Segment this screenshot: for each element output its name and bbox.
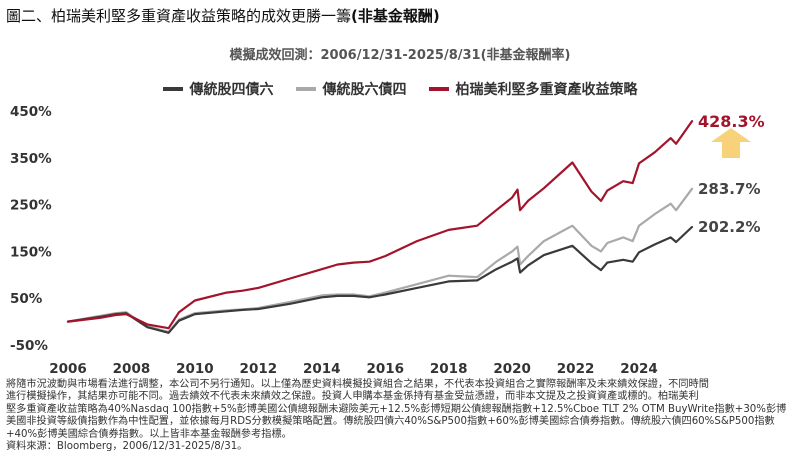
x-axis: 2006 2008 2010 2012 2014 2016 2018 2020 2022 2024 bbox=[49, 361, 658, 377]
x-tick-label: 2006 bbox=[49, 361, 87, 377]
note-line-3: 堅多重資產收益策略為40%Nasdaq 100指數+5%彭博美國公債總報酬未避險… bbox=[6, 403, 787, 440]
series-line-3 bbox=[66, 120, 694, 330]
y-tick-label: 150% bbox=[10, 244, 52, 260]
series-line-1 bbox=[66, 225, 694, 334]
x-tick-label: 2022 bbox=[557, 361, 595, 377]
legend-label-s2: 傳統股六債四 bbox=[322, 82, 407, 98]
up-arrow-shape bbox=[711, 128, 751, 158]
legend-item-s2: 傳統股六債四 bbox=[295, 79, 407, 99]
figure-title-main: 圖二、柏瑞美利堅多重資產收益策略的成效更勝一籌 bbox=[6, 7, 352, 25]
note-line-2: 進行模擬操作，其結果亦可能不同。過去績效不代表未來績效之保證。投資人申購本基金係… bbox=[6, 391, 699, 403]
x-tick-label: 2020 bbox=[493, 361, 531, 377]
x-tick-label: 2016 bbox=[366, 361, 404, 377]
figure-title: 圖二、柏瑞美利堅多重資產收益策略的成效更勝一籌(非基金報酬) bbox=[6, 5, 440, 26]
chart-subtitle: 模擬成效回測：2006/12/31-2025/8/31(非基金報酬率) bbox=[229, 48, 571, 63]
y-tick-label: 250% bbox=[10, 198, 52, 214]
series-line-2 bbox=[66, 187, 694, 333]
legend-swatch-s3 bbox=[428, 87, 449, 91]
legend-label-s1: 傳統股四債六 bbox=[189, 82, 274, 98]
note-line-1: 將隨市況波動與市場看法進行調整，本公司不另行通知。以上僅為歷史資料模擬投資組合之… bbox=[6, 379, 709, 390]
y-axis: 450% 350% 250% 150% 50% -50% bbox=[10, 104, 52, 354]
x-tick-label: 2014 bbox=[303, 361, 341, 377]
figure-title-suffix: (非基金報酬) bbox=[351, 7, 440, 25]
y-tick-label: 50% bbox=[10, 291, 43, 307]
x-tick-label: 2018 bbox=[430, 361, 468, 377]
legend-item-s3: 柏瑞美利堅多重資產收益策略 bbox=[428, 79, 638, 99]
end-label-1: 202.2% bbox=[698, 218, 760, 236]
x-tick-label: 2012 bbox=[240, 361, 278, 377]
end-label-3: 428.3% bbox=[698, 112, 765, 131]
line-chart: 450% 350% 250% 150% 50% -50% 2006 2008 2010 2012… bbox=[10, 104, 765, 377]
legend-swatch-s1 bbox=[162, 87, 183, 91]
up-arrow-icon bbox=[711, 128, 751, 158]
y-tick-label: 350% bbox=[10, 151, 52, 167]
end-label-2: 283.7% bbox=[698, 180, 760, 198]
legend-item-s1: 傳統股四債六 bbox=[162, 79, 274, 99]
end-labels: 202.2% 283.7% 428.3% bbox=[698, 112, 765, 236]
y-tick-label: -50% bbox=[10, 338, 48, 354]
legend-label-s3: 柏瑞美利堅多重資產收益策略 bbox=[455, 82, 638, 98]
x-tick-label: 2010 bbox=[176, 361, 214, 377]
series-lines bbox=[66, 120, 694, 334]
x-tick-label: 2024 bbox=[620, 361, 658, 377]
data-source: 資料來源：Bloomberg，2006/12/31-2025/8/31。 bbox=[6, 441, 248, 453]
footnotes: 將隨市況波動與市場看法進行調整，本公司不另行通知。以上僅為歷史資料模擬投資組合之… bbox=[6, 379, 792, 453]
y-tick-label: 450% bbox=[10, 104, 52, 120]
x-tick-label: 2008 bbox=[113, 361, 151, 377]
legend-swatch-s2 bbox=[295, 87, 316, 91]
chart-legend: 傳統股四債六 傳統股六債四 柏瑞美利堅多重資產收益策略 bbox=[0, 79, 800, 99]
